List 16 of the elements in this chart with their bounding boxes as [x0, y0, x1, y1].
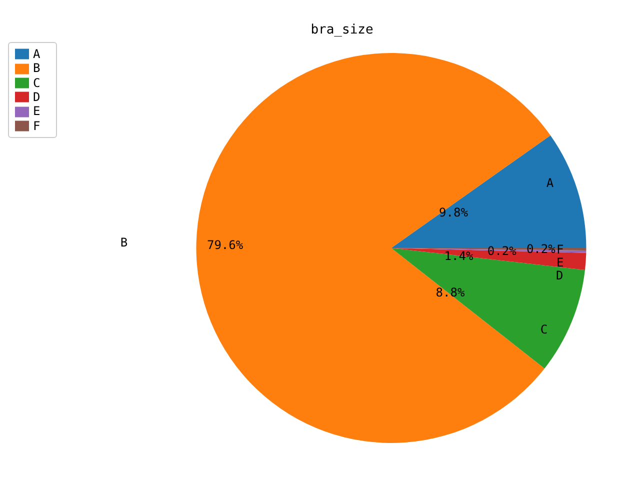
category-label: E	[556, 255, 564, 270]
legend-label: E	[33, 104, 40, 118]
data-label: 9.8%	[439, 206, 469, 220]
category-label: D	[556, 268, 564, 282]
slice-label: A	[546, 176, 554, 190]
data-label: 79.6%	[206, 238, 244, 252]
legend-label: D	[33, 90, 40, 104]
slice-label: B	[120, 236, 128, 250]
legend-label: B	[33, 61, 40, 76]
legend-label: A	[33, 47, 40, 61]
slice-label: F	[556, 242, 564, 256]
legend-label: C	[33, 76, 40, 90]
slice-label: C	[540, 322, 548, 336]
legend-label: F	[33, 118, 40, 133]
chart-title: bra_size	[310, 22, 374, 38]
data-label: 0.2%	[526, 242, 556, 256]
